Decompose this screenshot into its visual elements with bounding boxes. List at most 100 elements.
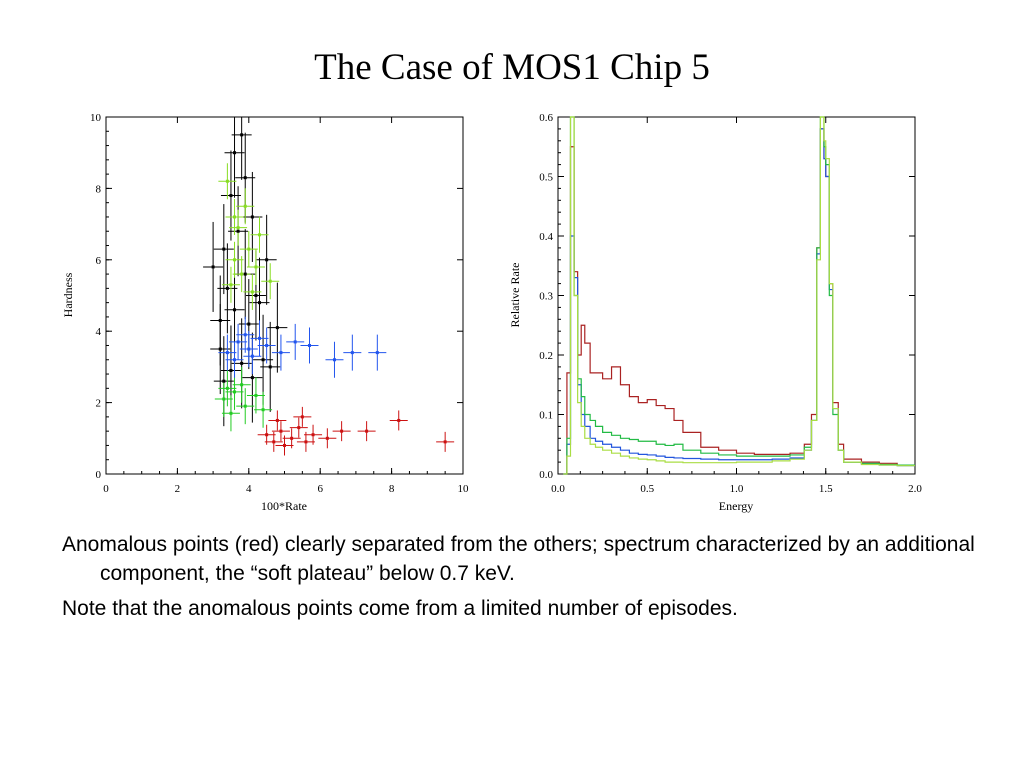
chart1-point — [279, 429, 283, 433]
chart1-point — [397, 418, 401, 422]
chart1-point — [250, 215, 254, 219]
chart1-point — [365, 429, 369, 433]
chart1-point — [218, 347, 222, 351]
chart1-point — [283, 443, 286, 447]
bullet-1: Anomalous points (red) clearly separated… — [62, 533, 975, 585]
chart1-point — [325, 436, 329, 440]
chart1-ticks: 0 2 4 6 8 10 0 2 4 6 8 10 — [90, 112, 469, 495]
chart1-point — [233, 390, 237, 394]
chart2-ytick-label: 0.5 — [539, 172, 553, 184]
chart1-point — [297, 426, 301, 430]
chart2-xtick-label: 0.0 — [551, 483, 565, 495]
chart1-point — [250, 290, 254, 294]
chart1-point — [225, 286, 229, 290]
chart1-ytick-label: 4 — [96, 326, 102, 338]
chart1-ytick-label: 0 — [96, 469, 102, 481]
chart1-point — [265, 343, 269, 347]
chart2-series — [563, 116, 915, 475]
chart1-point — [229, 283, 233, 287]
chart1-ytick-label: 10 — [90, 112, 102, 124]
chart1-point — [240, 361, 244, 365]
chart1-point — [243, 176, 247, 180]
chart2-frame — [557, 116, 916, 475]
chart1-point — [340, 429, 344, 433]
chart1-xtick-label: 6 — [317, 483, 323, 495]
chart2-ylabel: Relative Rate — [508, 263, 522, 328]
chart1-point — [243, 204, 247, 208]
chart1-point — [240, 383, 244, 387]
chart2-ytick-label: 0.0 — [539, 469, 553, 481]
chart1-point — [233, 215, 237, 219]
chart1-ytick-label: 6 — [96, 255, 102, 267]
chart1-errorbars — [203, 117, 455, 456]
chart1-point — [222, 397, 226, 401]
chart1-point — [254, 294, 258, 297]
chart1-point — [268, 279, 272, 283]
chart1-point — [240, 133, 244, 137]
chart1-point — [240, 272, 244, 276]
chart2-series-line — [563, 116, 915, 475]
chart1-point — [218, 318, 222, 322]
chart1-point — [211, 265, 215, 269]
chart1-point — [225, 351, 229, 355]
chart1-point — [225, 179, 229, 183]
chart1-point — [307, 343, 311, 347]
chart1-point — [265, 258, 269, 262]
chart2-xtick-label: 0.5 — [640, 483, 654, 495]
chart1-point — [261, 358, 265, 362]
chart1-point — [236, 340, 240, 344]
chart2-xtick-label: 1.0 — [730, 483, 744, 495]
chart1-point — [268, 365, 272, 369]
chart1-point — [222, 247, 226, 251]
chart1-point — [250, 376, 254, 380]
chart2-series-line — [563, 128, 915, 475]
chart1-point — [233, 151, 237, 155]
chart1-point — [225, 386, 229, 390]
chart1-point — [258, 301, 262, 305]
chart2-ytick-label: 0.1 — [539, 410, 553, 422]
chart2-ytick-label: 0.2 — [539, 350, 553, 362]
chart1-point — [233, 308, 237, 312]
chart1-point — [300, 415, 304, 419]
chart1-point — [254, 265, 258, 269]
chart1-point — [311, 433, 315, 437]
chart1-point — [247, 247, 251, 251]
chart1-point — [233, 258, 237, 262]
chart2-series-line — [563, 128, 915, 475]
chart1-point — [236, 226, 240, 230]
chart1-ytick-label: 8 — [96, 183, 102, 195]
relative-rate-vs-energy-chart: 0.0 0.5 1.0 1.5 2.0 0.0 0.1 0.2 0.3 0.4 0.5 0.6 Ene… — [508, 112, 922, 513]
chart1-point — [258, 336, 262, 340]
chart1-point — [229, 368, 233, 372]
chart1-point — [304, 440, 308, 444]
chart1-point — [272, 440, 276, 444]
chart1-point — [279, 351, 283, 355]
bullet-2: Note that the anomalous points come from… — [62, 597, 738, 620]
chart1-point — [290, 436, 294, 440]
chart2-xlabel: Energy — [719, 499, 753, 513]
chart1-point — [275, 418, 279, 422]
chart1-point — [243, 404, 247, 408]
chart2-series-line — [563, 116, 915, 475]
bullet-list: Anomalous points (red) clearly separated… — [62, 530, 982, 629]
chart1-point — [350, 351, 354, 355]
chart1-point — [243, 272, 247, 276]
chart1-xlabel: 100*Rate — [261, 499, 307, 513]
chart2-ytick-label: 0.3 — [539, 291, 553, 303]
chart2-xtick-label: 2.0 — [908, 483, 922, 495]
chart1-point — [247, 322, 251, 326]
chart1-point — [443, 440, 447, 444]
chart1-point — [254, 393, 258, 397]
chart1-ytick-label: 2 — [96, 398, 102, 410]
chart1-xtick-label: 0 — [103, 483, 109, 495]
chart1-point — [261, 408, 265, 412]
chart1-xtick-label: 10 — [458, 483, 470, 495]
slide-title: The Case of MOS1 Chip 5 — [314, 47, 710, 88]
chart1-point — [293, 340, 297, 344]
chart1-xtick-label: 8 — [389, 483, 395, 495]
chart1-point — [275, 326, 279, 330]
chart1-xtick-label: 4 — [246, 483, 252, 495]
chart1-ylabel: Hardness — [61, 272, 75, 317]
chart1-point — [250, 354, 254, 358]
